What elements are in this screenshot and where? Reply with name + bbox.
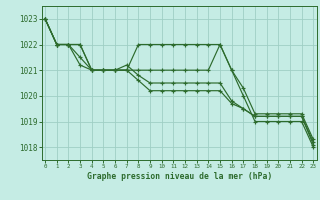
- X-axis label: Graphe pression niveau de la mer (hPa): Graphe pression niveau de la mer (hPa): [87, 172, 272, 181]
